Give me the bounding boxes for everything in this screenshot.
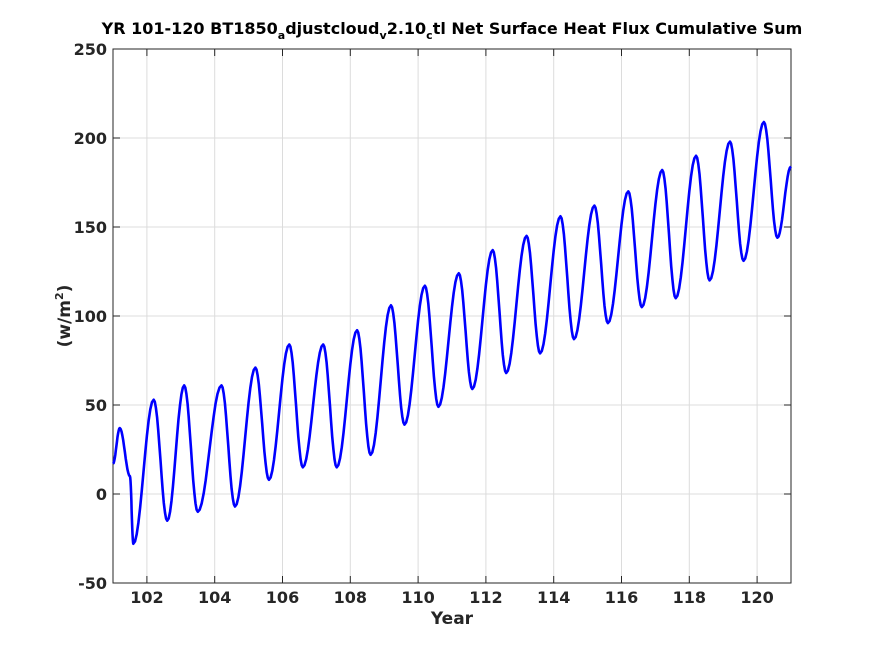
x-tick-label: 106 xyxy=(266,588,299,607)
x-axis-label: Year xyxy=(430,609,474,629)
x-tick-labels: 102 104 106 108 110 112 114 116 118 120 xyxy=(130,588,774,607)
y-tick-label: 250 xyxy=(74,40,107,59)
y-tick-labels: -50 0 50 100 150 200 250 xyxy=(74,40,107,593)
y-axis-label: (w/m2) xyxy=(53,285,75,348)
series-layer xyxy=(112,120,792,546)
x-tick-label: 120 xyxy=(740,588,773,607)
x-tick-label: 116 xyxy=(605,588,638,607)
chart-title: YR 101-120 BT1850adjustcloudv2.10ctl Net… xyxy=(101,19,803,42)
plot-frame xyxy=(112,48,792,584)
series-line xyxy=(112,120,792,546)
y-tick-label: 50 xyxy=(85,396,107,415)
y-tick-label: -50 xyxy=(78,574,107,593)
x-tick-label: 112 xyxy=(469,588,502,607)
x-tick-label: 104 xyxy=(198,588,231,607)
x-tick-label: 118 xyxy=(673,588,706,607)
y-tick-label: 200 xyxy=(74,129,107,148)
x-tick-label: 108 xyxy=(334,588,367,607)
x-tick-label: 102 xyxy=(130,588,163,607)
x-tick-label: 110 xyxy=(401,588,434,607)
y-tick-label: 0 xyxy=(96,485,107,504)
x-tick-label: 114 xyxy=(537,588,570,607)
tick-marks xyxy=(113,48,791,584)
y-tick-label: 150 xyxy=(74,218,107,237)
y-tick-label: 100 xyxy=(74,307,107,326)
